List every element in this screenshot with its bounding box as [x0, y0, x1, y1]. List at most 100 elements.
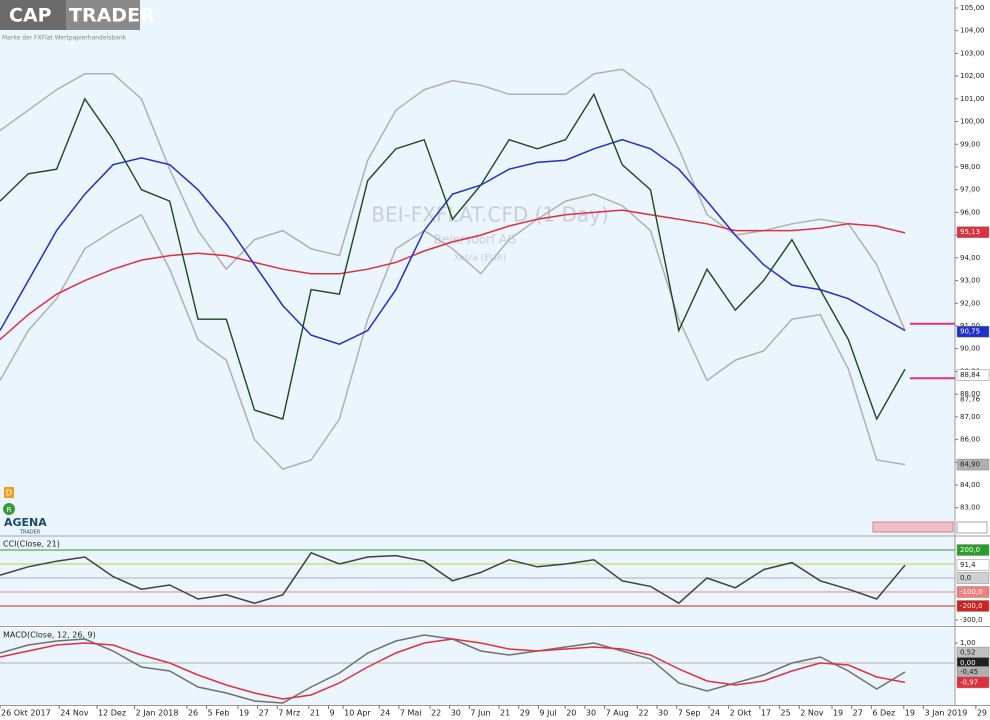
- x-tick-label: 12 Dez: [98, 709, 126, 718]
- x-tick-label: 29: [520, 709, 530, 718]
- price-panel: [0, 0, 955, 535]
- x-tick-label: 9 Jul: [539, 709, 556, 718]
- panel-title: MACD(Close, 12, 26, 9): [3, 631, 96, 640]
- value-marker-label: -200,0: [960, 602, 983, 610]
- value-marker: [956, 676, 990, 689]
- x-tick-label: 30: [451, 709, 461, 718]
- value-marker-label: 91,4: [960, 561, 976, 569]
- icon-r-circle: [3, 503, 15, 515]
- y-tick-label: 102,00: [960, 72, 985, 80]
- x-tick-label: 7 Aug: [606, 709, 629, 718]
- x-tick-label: 5 Feb: [208, 709, 230, 718]
- watermark-note: Xetra (EUR): [454, 254, 506, 264]
- value-marker: [956, 572, 990, 584]
- x-tick-label: 19: [833, 709, 843, 718]
- icon-d-box: [4, 487, 14, 498]
- x-tick-label: 24: [710, 709, 720, 718]
- value-marker-label: -0,97: [960, 678, 978, 686]
- x-tick-label: 24: [380, 709, 390, 718]
- value-marker-label: 87,76: [960, 396, 981, 404]
- scroll-button[interactable]: [956, 521, 988, 534]
- x-tick-label: 25: [781, 709, 791, 718]
- y-tick-label: 104,00: [960, 27, 985, 35]
- panel-title: CCI(Close, 21): [3, 540, 60, 549]
- logo-tagline: Marke der FXFlat Wertpapierhandelsbank: [2, 35, 127, 42]
- x-tick-label: 30: [586, 709, 596, 718]
- x-tick-label: 21: [500, 709, 510, 718]
- x-tick-label: 17: [761, 709, 771, 718]
- logo-left: CAP: [9, 5, 52, 27]
- x-tick-label: 19: [905, 709, 915, 718]
- x-tick-label: 19: [239, 709, 249, 718]
- x-tick-label: 7 Mrz: [278, 709, 300, 718]
- x-tick-label: 2 Nov: [800, 709, 824, 718]
- x-tick-label: 26: [188, 709, 198, 718]
- value-marker: [956, 586, 990, 598]
- x-tick-label: 30: [658, 709, 668, 718]
- value-marker: [956, 559, 990, 571]
- value-marker-label: 0,52: [960, 649, 976, 657]
- x-tick-label: 20: [566, 709, 576, 718]
- x-tick-label: 7 Mai: [400, 709, 422, 718]
- value-marker: [956, 544, 990, 556]
- y-tick-label: 100,00: [960, 118, 985, 126]
- value-marker: [956, 600, 990, 612]
- scroll-bar[interactable]: [872, 521, 954, 533]
- y-tick-label: 1,00: [960, 639, 976, 647]
- y-tick-label: 93,00: [960, 277, 980, 285]
- series-line: [0, 193, 906, 470]
- x-tick-label: 22: [638, 709, 648, 718]
- plot-layer: 83,0084,0085,0086,0087,0088,0089,0090,00…: [0, 4, 990, 718]
- value-marker-label: 84,90: [960, 461, 980, 469]
- x-tick-label: 7 Sep: [678, 709, 701, 718]
- x-tick-label: 27: [853, 709, 863, 718]
- value-marker-label: 200,0: [960, 546, 980, 554]
- y-tick-label: 98,00: [960, 163, 980, 171]
- icon-d: D: [6, 489, 12, 498]
- y-tick-label: 105,00: [960, 4, 985, 12]
- x-tick-label: 7 Jun: [470, 709, 490, 718]
- watermark-subtitle: Beiersdorf AG: [434, 233, 517, 247]
- logo-left-box: [0, 0, 66, 30]
- value-marker-label: 88,84: [960, 371, 981, 379]
- x-tick-label: 9: [330, 709, 335, 718]
- value-marker-label: 90,75: [960, 328, 980, 336]
- x-tick-label: 21: [310, 709, 320, 718]
- macd-panel: [0, 628, 955, 705]
- value-marker-label: -100,0: [960, 588, 983, 596]
- x-tick-label: 6 Dez: [872, 709, 895, 718]
- x-tick-label: 27: [259, 709, 269, 718]
- y-tick-label: 83,00: [960, 504, 980, 512]
- series-line: [0, 92, 906, 421]
- value-marker: [956, 325, 990, 338]
- value-marker-label: 95,13: [960, 228, 980, 236]
- platform-bottom: TRADER: [19, 530, 41, 536]
- y-tick-label: 92,00: [960, 299, 980, 307]
- y-tick-label: 103,00: [960, 49, 985, 57]
- x-tick-label: 22: [431, 709, 441, 718]
- y-tick-label: 99,00: [960, 140, 980, 148]
- value-marker-label: 0,0: [960, 574, 971, 582]
- series-line: [0, 551, 906, 605]
- icon-r: R: [7, 506, 12, 514]
- series-line: [0, 68, 906, 331]
- value-marker-label: 0,00: [960, 659, 976, 667]
- y-tick-label: 94,00: [960, 254, 980, 262]
- logo-right-box: [66, 0, 140, 30]
- cci-panel: [0, 537, 955, 625]
- x-tick-label: 29: [977, 709, 987, 718]
- x-tick-label: 26 Okt 2017: [1, 709, 51, 718]
- value-marker-label: -0,45: [960, 668, 978, 676]
- x-tick-label: 10 Apr: [344, 709, 371, 718]
- value-marker: [956, 458, 990, 471]
- series-line: [0, 638, 906, 700]
- x-tick-label: 2 Okt: [730, 709, 752, 718]
- y-tick-label: 87,00: [960, 413, 980, 421]
- y-tick-label: 86,00: [960, 436, 980, 444]
- y-tick-label: 84,00: [960, 481, 980, 489]
- value-marker: [956, 226, 990, 238]
- y-tick-label: 90,00: [960, 345, 980, 353]
- y-tick-label: 97,00: [960, 186, 980, 194]
- series-line: [0, 138, 906, 346]
